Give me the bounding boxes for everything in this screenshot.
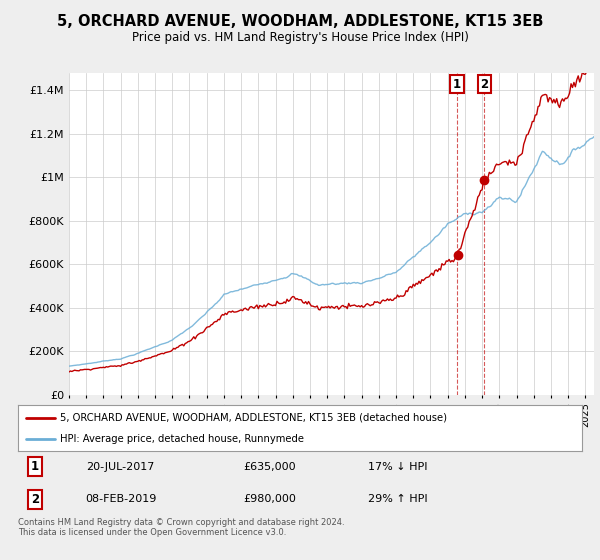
- Text: Price paid vs. HM Land Registry's House Price Index (HPI): Price paid vs. HM Land Registry's House …: [131, 31, 469, 44]
- Text: 2: 2: [31, 493, 39, 506]
- Text: 08-FEB-2019: 08-FEB-2019: [86, 494, 157, 505]
- Text: 1: 1: [31, 460, 39, 473]
- Text: 5, ORCHARD AVENUE, WOODHAM, ADDLESTONE, KT15 3EB (detached house): 5, ORCHARD AVENUE, WOODHAM, ADDLESTONE, …: [60, 413, 448, 423]
- Text: £635,000: £635,000: [244, 461, 296, 472]
- Text: 20-JUL-2017: 20-JUL-2017: [86, 461, 154, 472]
- Text: £980,000: £980,000: [244, 494, 296, 505]
- Text: 2: 2: [480, 78, 488, 91]
- Text: 29% ↑ HPI: 29% ↑ HPI: [368, 494, 427, 505]
- Text: 17% ↓ HPI: 17% ↓ HPI: [368, 461, 427, 472]
- Text: Contains HM Land Registry data © Crown copyright and database right 2024.
This d: Contains HM Land Registry data © Crown c…: [18, 518, 344, 538]
- Text: 1: 1: [453, 78, 461, 91]
- Text: 5, ORCHARD AVENUE, WOODHAM, ADDLESTONE, KT15 3EB: 5, ORCHARD AVENUE, WOODHAM, ADDLESTONE, …: [57, 14, 543, 29]
- Text: HPI: Average price, detached house, Runnymede: HPI: Average price, detached house, Runn…: [60, 435, 304, 444]
